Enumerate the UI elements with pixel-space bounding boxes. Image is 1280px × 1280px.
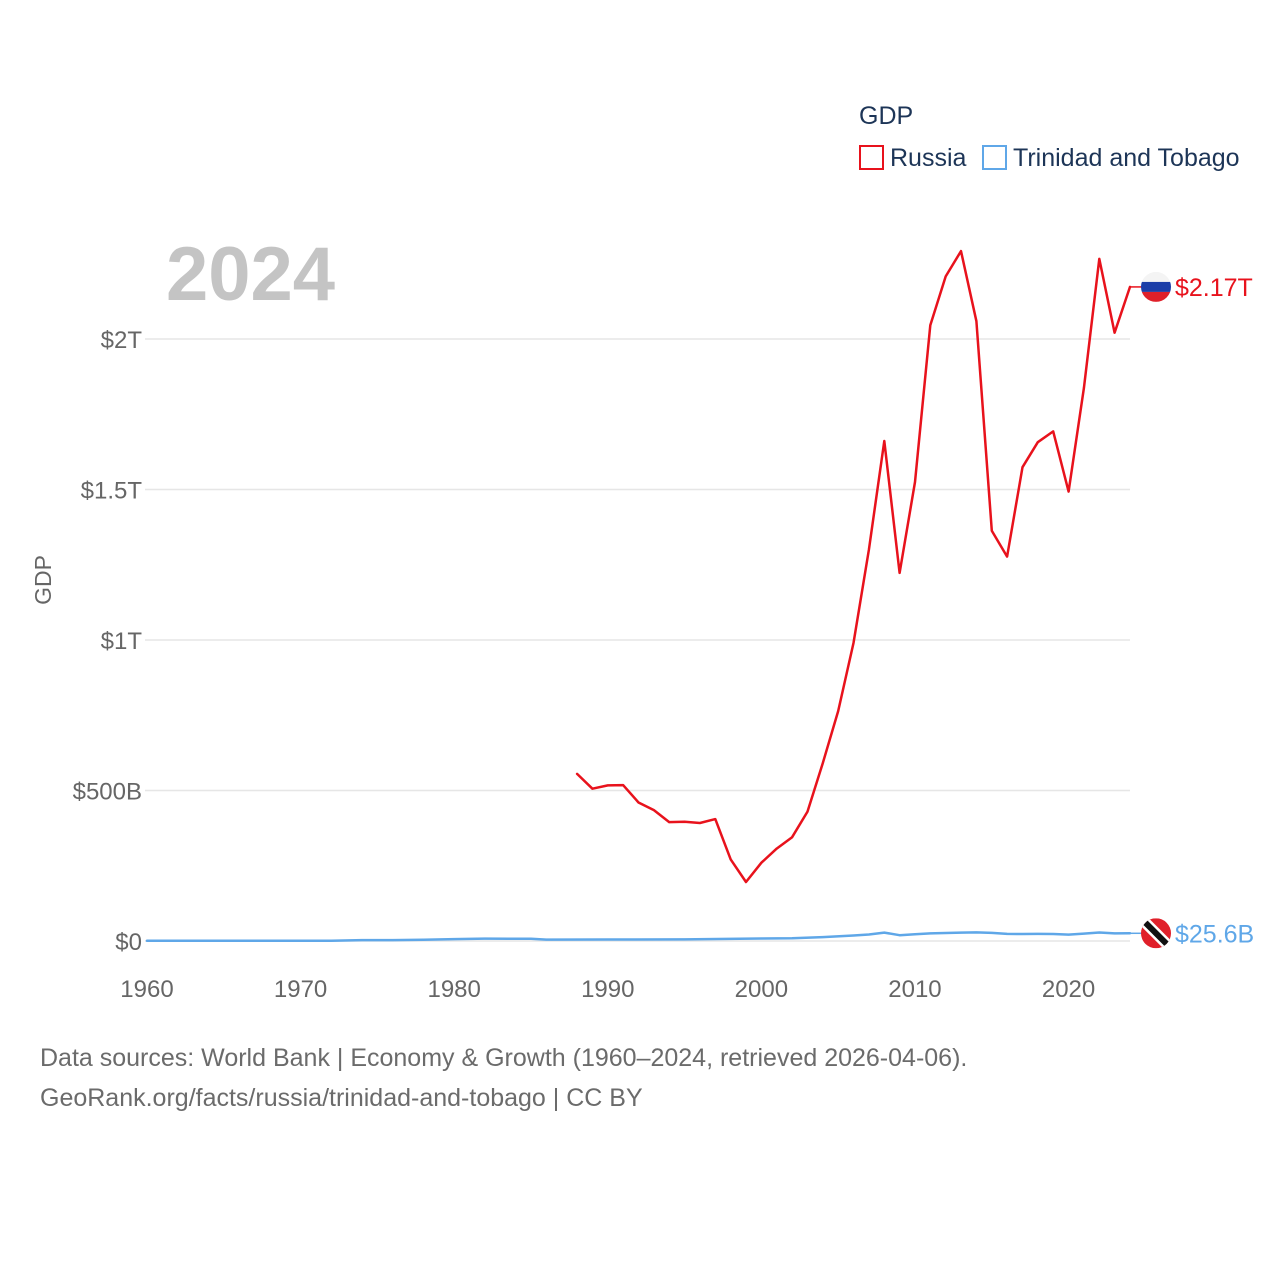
- y-tick-label: $2T: [101, 327, 143, 354]
- legend-item-label: Russia: [890, 144, 967, 172]
- end-value-label-russia: $2.17T: [1175, 274, 1253, 302]
- russia-flag-icon: [1141, 271, 1171, 302]
- year-overlay: 2024: [166, 232, 335, 317]
- y-tick-label: $1T: [101, 628, 143, 655]
- source-line-1: Data sources: World Bank | Economy & Gro…: [40, 1044, 968, 1072]
- x-tick-label: 1970: [274, 976, 327, 1003]
- y-tick-label: $0: [115, 929, 142, 956]
- x-tick-label: 1960: [120, 976, 173, 1003]
- trinidad-and-tobago-flag-icon: [1141, 918, 1171, 949]
- x-tick-label: 2010: [888, 976, 941, 1003]
- legend-title: GDP: [859, 102, 913, 130]
- legend-item-label: Trinidad and Tobago: [1013, 144, 1240, 172]
- x-tick-label: 2020: [1042, 976, 1095, 1003]
- series-line-russia: [575, 249, 1132, 884]
- y-tick-label: $1.5T: [81, 478, 143, 505]
- legend-swatch: [859, 145, 884, 170]
- end-value-label-trinidad-and-tobago: $25.6B: [1175, 920, 1254, 948]
- source-line-2: GeoRank.org/facts/russia/trinidad-and-to…: [40, 1084, 643, 1112]
- x-tick-label: 1980: [427, 976, 480, 1003]
- x-tick-label: 2000: [735, 976, 788, 1003]
- y-axis-label: GDP: [30, 555, 56, 605]
- x-tick-label: 1990: [581, 976, 634, 1003]
- series-line-trinidad-and-tobago: [145, 931, 1132, 943]
- legend-swatch: [982, 145, 1007, 170]
- y-tick-label: $500B: [73, 779, 142, 806]
